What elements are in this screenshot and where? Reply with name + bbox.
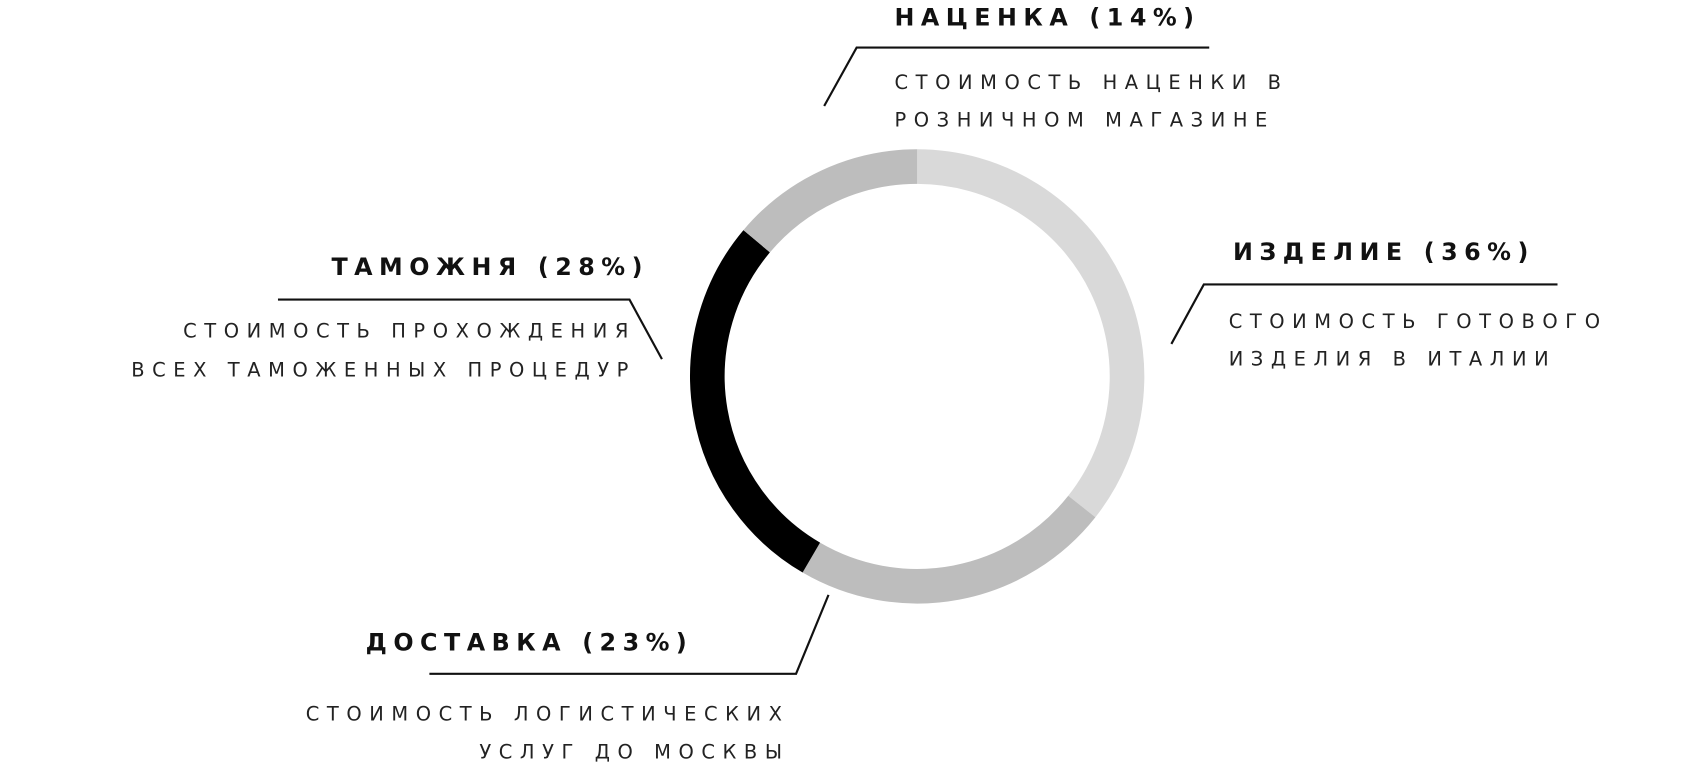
leader-line bbox=[429, 594, 830, 675]
donut-segment bbox=[690, 230, 821, 573]
segment-description: УСЛУГ ДО МОСКВЫ bbox=[479, 740, 789, 763]
segment-description: СТОИМОСТЬ НАЦЕНКИ В bbox=[894, 71, 1288, 94]
leader-line bbox=[1170, 283, 1558, 345]
segment-description: ИЗДЕЛИЯ В ИТАЛИИ bbox=[1229, 348, 1557, 371]
donut-segment bbox=[917, 149, 1145, 518]
segment-description: СТОИМОСТЬ ГОТОВОГО bbox=[1229, 310, 1608, 333]
segment-value-label: (36%) bbox=[1424, 238, 1535, 266]
segment-name: ДОСТАВКА bbox=[366, 628, 567, 656]
leader-line bbox=[277, 298, 663, 360]
segment-value-label: (23%) bbox=[582, 628, 693, 656]
segment-label: ДОСТАВКА (23%) bbox=[366, 628, 694, 656]
segment-label: ТАМОЖНЯ (28%) bbox=[331, 253, 649, 281]
segment-name: НАЦЕНКА bbox=[894, 3, 1074, 31]
segment-value-label: (28%) bbox=[538, 253, 649, 281]
segment-description: СТОИМОСТЬ ПРОХОЖДЕНИЯ bbox=[183, 320, 636, 343]
segment-description: РОЗНИЧНОМ МАГАЗИНЕ bbox=[894, 109, 1274, 132]
leader-line bbox=[823, 46, 1210, 107]
chart-body: ИЗДЕЛИЕ (36%) СТОИМОСТЬ ГОТОВОГО ИЗДЕЛИЯ В … bbox=[131, 3, 1608, 763]
segment-description: СТОИМОСТЬ ЛОГИСТИЧЕСКИХ bbox=[306, 702, 790, 725]
segment-value-label: (14%) bbox=[1089, 3, 1200, 31]
segment-label: НАЦЕНКА (14%) bbox=[894, 3, 1200, 31]
segment-name: ТАМОЖНЯ bbox=[331, 253, 522, 281]
segment-description: ВСЕХ ТАМОЖЕННЫХ ПРОЦЕДУР bbox=[131, 358, 636, 381]
segment-label: ИЗДЕЛИЕ (36%) bbox=[1233, 238, 1535, 266]
donut-segment bbox=[802, 495, 1096, 604]
donut-segment bbox=[743, 149, 918, 253]
segment-name: ИЗДЕЛИЕ bbox=[1233, 238, 1409, 266]
